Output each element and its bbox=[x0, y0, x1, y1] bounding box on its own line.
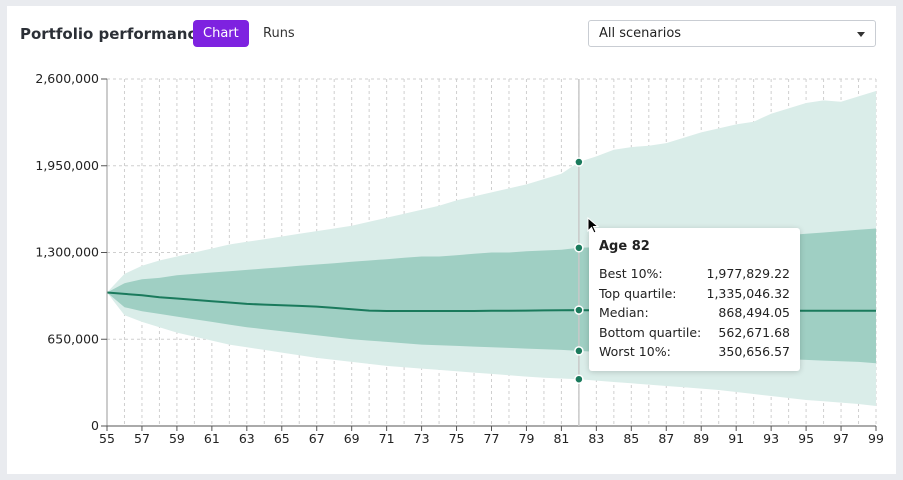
tooltip-value: 1,335,046.32 bbox=[706, 286, 791, 301]
tab-chart[interactable]: Chart bbox=[193, 20, 249, 47]
x-tick-label: 55 bbox=[99, 431, 115, 446]
x-tick-label: 93 bbox=[763, 431, 779, 446]
x-tick-label: 75 bbox=[449, 431, 465, 446]
tooltip: Age 82 Best 10%: 1,977,829.22 Top quarti… bbox=[589, 228, 800, 371]
x-tick-label: 57 bbox=[134, 431, 150, 446]
tooltip-value: 562,671.68 bbox=[718, 325, 790, 340]
scenario-select[interactable]: All scenarios bbox=[588, 20, 876, 47]
x-tick-label: 81 bbox=[553, 431, 569, 446]
x-tick-label: 71 bbox=[379, 431, 395, 446]
x-tick-label: 65 bbox=[274, 431, 290, 446]
x-tick-label: 63 bbox=[239, 431, 255, 446]
tooltip-row: Best 10%: 1,977,829.22 bbox=[599, 266, 790, 284]
x-tick-label: 89 bbox=[693, 431, 709, 446]
x-tick-label: 97 bbox=[833, 431, 849, 446]
tooltip-label: Best 10%: bbox=[599, 266, 663, 281]
highlight-marker bbox=[574, 346, 584, 356]
page-title: Portfolio performance bbox=[20, 25, 207, 43]
tooltip-value: 868,494.05 bbox=[718, 305, 790, 320]
y-tick-label: 1,950,000 bbox=[35, 158, 99, 173]
highlight-marker bbox=[574, 243, 584, 253]
x-tick-label: 95 bbox=[798, 431, 814, 446]
tooltip-label: Bottom quartile: bbox=[599, 325, 702, 340]
x-tick-label: 59 bbox=[169, 431, 185, 446]
tooltip-row: Median: 868,494.05 bbox=[599, 305, 790, 323]
x-tick-label: 73 bbox=[414, 431, 430, 446]
highlight-marker bbox=[574, 305, 584, 315]
x-tick-label: 79 bbox=[519, 431, 535, 446]
y-tick-label: 650,000 bbox=[47, 331, 99, 346]
x-tick-label: 69 bbox=[344, 431, 360, 446]
y-tick-label: 0 bbox=[91, 418, 99, 433]
highlight-marker bbox=[574, 157, 584, 167]
x-tick-label: 99 bbox=[868, 431, 884, 446]
tooltip-value: 1,977,829.22 bbox=[706, 266, 791, 281]
x-tick-label: 85 bbox=[623, 431, 639, 446]
tooltip-label: Median: bbox=[599, 305, 649, 320]
x-tick-label: 83 bbox=[588, 431, 604, 446]
tooltip-row: Worst 10%: 350,656.57 bbox=[599, 344, 790, 362]
x-tick-label: 87 bbox=[658, 431, 674, 446]
tab-runs[interactable]: Runs bbox=[263, 26, 295, 41]
tooltip-value: 350,656.57 bbox=[718, 344, 790, 359]
x-tick-label: 77 bbox=[484, 431, 500, 446]
tooltip-row: Bottom quartile: 562,671.68 bbox=[599, 325, 790, 343]
highlight-marker bbox=[574, 374, 584, 384]
scenario-select-value: All scenarios bbox=[599, 26, 682, 41]
mouse-cursor-icon bbox=[587, 217, 599, 234]
tooltip-row: Top quartile: 1,335,046.32 bbox=[599, 286, 790, 304]
x-tick-label: 67 bbox=[309, 431, 325, 446]
x-tick-label: 61 bbox=[204, 431, 220, 446]
tooltip-label: Worst 10%: bbox=[599, 344, 671, 359]
y-tick-label: 1,300,000 bbox=[35, 245, 99, 260]
chevron-down-icon bbox=[857, 32, 865, 37]
x-tick-label: 91 bbox=[728, 431, 744, 446]
tooltip-label: Top quartile: bbox=[599, 286, 677, 301]
y-tick-label: 2,600,000 bbox=[35, 71, 99, 86]
tooltip-title: Age 82 bbox=[599, 239, 650, 254]
